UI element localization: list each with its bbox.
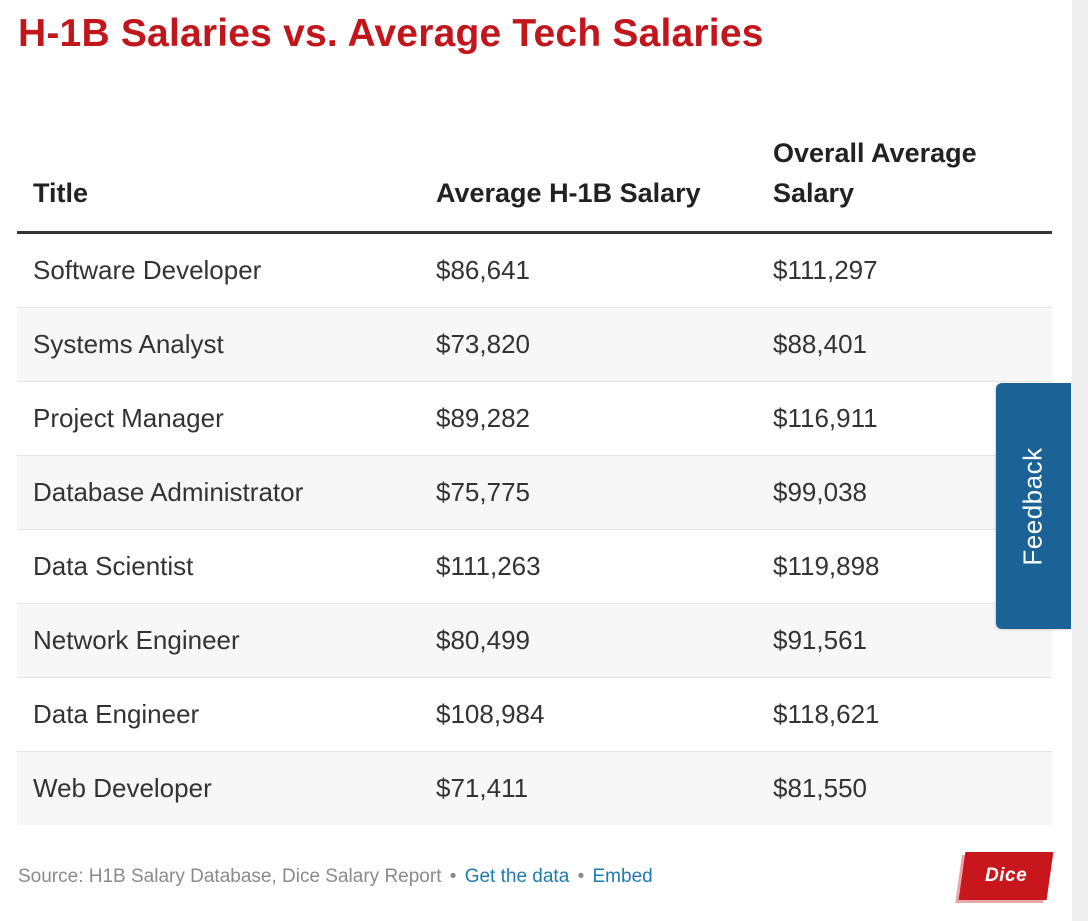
- table-row: Project Manager $89,282 $116,911: [17, 381, 1052, 456]
- page-title: H-1B Salaries vs. Average Tech Salaries: [18, 12, 764, 55]
- feedback-button[interactable]: Feedback: [996, 383, 1071, 629]
- table-row: Systems Analyst $73,820 $88,401: [17, 307, 1052, 382]
- table-row: Web Developer $71,411 $81,550: [17, 751, 1052, 825]
- cell-avg-h1b-salary: $80,499: [420, 603, 757, 678]
- table-row: Network Engineer $80,499 $91,561: [17, 603, 1052, 678]
- column-header-title: Title: [17, 110, 420, 234]
- table-row: Software Developer $86,641 $111,297: [17, 232, 1052, 308]
- cell-title: Network Engineer: [17, 603, 420, 678]
- salary-table-container: Title Average H-1B Salary Overall Averag…: [17, 110, 1052, 825]
- table-body: Software Developer $86,641 $111,297 Systems…: [17, 232, 1052, 825]
- cell-avg-h1b-salary: $86,641: [420, 232, 757, 308]
- cell-avg-h1b-salary: $73,820: [420, 307, 757, 382]
- cell-avg-h1b-salary: $89,282: [420, 381, 757, 456]
- cell-overall-avg-salary: $111,297: [757, 232, 1052, 308]
- cell-avg-h1b-salary: $111,263: [420, 529, 757, 604]
- cell-overall-avg-salary: $88,401: [757, 307, 1052, 382]
- cell-title: Data Engineer: [17, 677, 420, 752]
- table-row: Data Engineer $108,984 $118,621: [17, 677, 1052, 752]
- cell-title: Project Manager: [17, 381, 420, 456]
- column-header-overall-avg-salary: Overall Average Salary: [757, 110, 1052, 234]
- get-the-data-link[interactable]: Get the data: [464, 866, 570, 887]
- page-scrollbar[interactable]: [1072, 0, 1088, 921]
- separator-dot: •: [577, 866, 585, 887]
- cell-avg-h1b-salary: $71,411: [420, 751, 757, 825]
- cell-avg-h1b-salary: $75,775: [420, 455, 757, 530]
- table-row: Data Scientist $111,263 $119,898: [17, 529, 1052, 604]
- table-row: Database Administrator $75,775 $99,038: [17, 455, 1052, 530]
- table-header: Title Average H-1B Salary Overall Averag…: [17, 110, 1052, 234]
- dice-logo-text: Dice: [984, 865, 1028, 886]
- cell-title: Data Scientist: [17, 529, 420, 604]
- dice-logo[interactable]: Dice: [958, 852, 1054, 900]
- cell-avg-h1b-salary: $108,984: [420, 677, 757, 752]
- column-header-avg-h1b-salary: Average H-1B Salary: [420, 110, 757, 234]
- cell-title: Database Administrator: [17, 455, 420, 530]
- cell-overall-avg-salary: $81,550: [757, 751, 1052, 825]
- cell-overall-avg-salary: $118,621: [757, 677, 1052, 752]
- separator-dot: •: [449, 866, 457, 887]
- cell-title: Software Developer: [17, 232, 420, 308]
- source-text: Source: H1B Salary Database, Dice Salary…: [18, 866, 442, 887]
- feedback-label: Feedback: [1018, 446, 1048, 566]
- salary-table: Title Average H-1B Salary Overall Averag…: [17, 110, 1052, 825]
- cell-title: Systems Analyst: [17, 307, 420, 382]
- cell-title: Web Developer: [17, 751, 420, 825]
- source-footer: Source: H1B Salary Database, Dice Salary…: [18, 866, 653, 888]
- embed-link[interactable]: Embed: [592, 866, 653, 887]
- table-header-row: Title Average H-1B Salary Overall Averag…: [17, 110, 1052, 234]
